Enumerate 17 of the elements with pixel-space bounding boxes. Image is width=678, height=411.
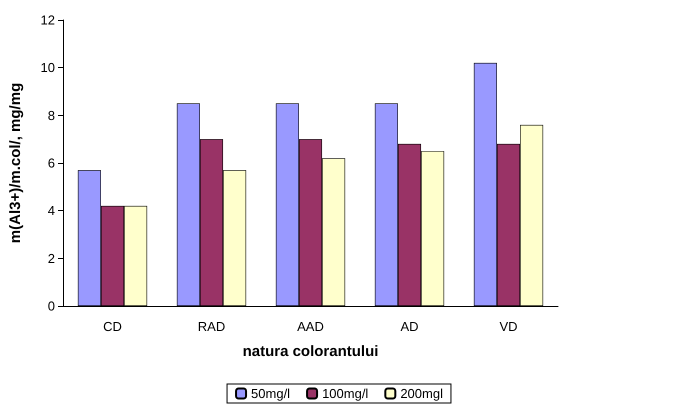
x-tick-label: AD xyxy=(400,319,419,334)
y-tick-label: 12 xyxy=(40,12,55,28)
legend-label: 50mg/l xyxy=(251,386,290,401)
legend-label: 200mgl xyxy=(400,386,444,401)
x-axis-title: natura colorantului xyxy=(242,343,378,360)
y-tick-label: 2 xyxy=(48,250,55,266)
y-tick-label: 8 xyxy=(48,108,55,123)
y-tick-label: 4 xyxy=(48,203,55,218)
y-axis-title: m(Al3+)/m.col/, mg/mg xyxy=(7,82,24,244)
x-tick-label: RAD xyxy=(198,319,226,334)
y-tick-label: 10 xyxy=(40,60,55,76)
x-tick-label: CD xyxy=(103,319,122,334)
y-tick-label: 6 xyxy=(48,156,55,170)
y-tick-label: 0 xyxy=(48,298,55,314)
legend-label: 100mg/l xyxy=(322,386,368,401)
x-tick-label: AAD xyxy=(297,319,324,334)
x-tick-label: VD xyxy=(499,319,518,334)
